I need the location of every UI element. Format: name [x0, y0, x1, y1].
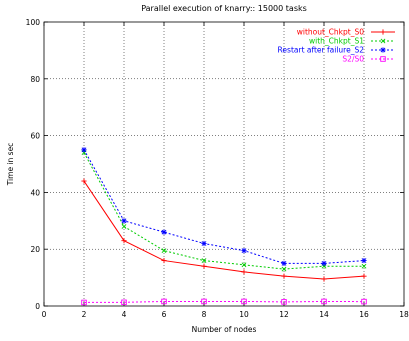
legend-label: S2/S0	[342, 55, 364, 64]
series-point	[201, 298, 207, 305]
series-point	[121, 218, 127, 224]
chart-title: Parallel execution of knarry:: 15000 tas…	[141, 4, 307, 13]
series-0	[81, 178, 367, 282]
series-point	[201, 258, 207, 263]
series-line	[83, 152, 364, 270]
y-tick-label: 0	[35, 302, 40, 311]
series-layer	[81, 147, 367, 306]
x-tick-label: 16	[359, 310, 369, 319]
legend-label: with_Chkpt_S1	[309, 37, 364, 46]
series-point	[161, 298, 167, 305]
x-tick-label: 0	[42, 310, 47, 319]
series-point	[281, 266, 287, 272]
series-point	[161, 229, 167, 235]
series-point	[361, 263, 367, 269]
y-tick-label: 40	[30, 188, 40, 197]
grid	[44, 22, 404, 306]
series-point	[241, 269, 247, 275]
series-point	[281, 273, 287, 279]
plot-frame	[43, 21, 405, 307]
x-axis-label: Number of nodes	[192, 325, 257, 334]
series-line	[83, 180, 365, 280]
y-tick-label: 20	[30, 245, 40, 254]
y-axis-label: Time in sec	[6, 143, 15, 187]
series-point	[161, 248, 167, 254]
legend-marker	[380, 38, 386, 44]
series-2	[81, 147, 367, 266]
y-tick-label: 80	[30, 75, 40, 84]
legend-label: Restart after failure_S2	[278, 46, 365, 55]
series-point	[361, 298, 367, 305]
series-point	[321, 260, 327, 266]
x-tick-label: 12	[279, 310, 289, 319]
series-point	[81, 147, 87, 153]
series-point	[121, 224, 127, 229]
series-point	[361, 257, 367, 264]
series-point	[121, 238, 127, 244]
series-point	[241, 248, 247, 254]
series-point	[81, 178, 87, 184]
series-point	[201, 240, 207, 247]
x-tick-label: 4	[122, 310, 127, 319]
legend-label: without_Chkpt_S0	[297, 28, 364, 37]
legend-marker	[380, 47, 386, 53]
series-point	[361, 273, 367, 279]
y-tick-label: 60	[30, 132, 40, 141]
x-tick-label: 18	[399, 310, 409, 319]
series-point	[81, 299, 87, 306]
series-point	[281, 299, 287, 305]
x-tick-label: 2	[82, 310, 87, 319]
series-1	[81, 150, 367, 272]
x-tick-label: 8	[202, 310, 207, 319]
series-line	[83, 300, 365, 303]
y-tick-label: 100	[26, 18, 41, 27]
series-3	[81, 298, 367, 306]
x-tick-label: 6	[162, 310, 167, 319]
series-point	[321, 276, 327, 282]
series-point	[241, 262, 247, 268]
series-point	[281, 260, 287, 266]
legend-marker	[380, 29, 386, 35]
series-point	[321, 298, 327, 305]
series-point	[121, 299, 127, 306]
axis-ticks: 0 2 4 6 8 10 12 14 16 18 0 20 40 60 80 100	[26, 18, 409, 319]
series-point	[161, 257, 167, 264]
legend-marker	[380, 56, 386, 62]
x-tick-label: 14	[319, 310, 329, 319]
series-line	[83, 149, 365, 264]
series-point	[241, 298, 247, 305]
series-point	[201, 263, 207, 269]
x-tick-label: 10	[239, 310, 249, 319]
